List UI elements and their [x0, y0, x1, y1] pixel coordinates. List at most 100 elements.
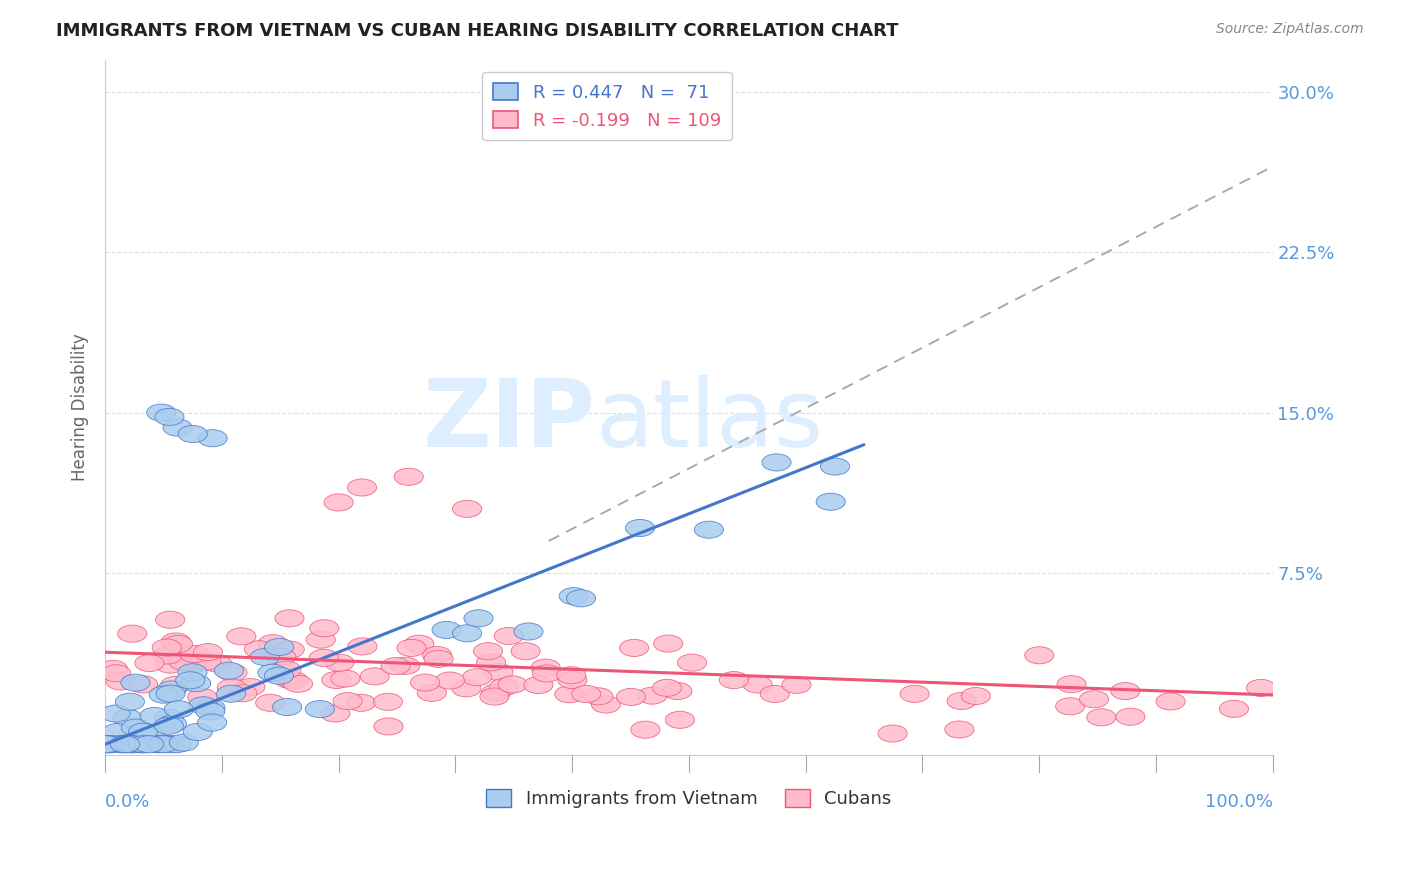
Text: ZIP: ZIP — [423, 376, 596, 467]
Ellipse shape — [155, 709, 184, 727]
Ellipse shape — [153, 647, 181, 664]
Ellipse shape — [284, 675, 312, 692]
Ellipse shape — [1080, 690, 1108, 707]
Ellipse shape — [163, 635, 193, 653]
Ellipse shape — [226, 628, 256, 645]
Ellipse shape — [101, 705, 131, 723]
Ellipse shape — [494, 627, 523, 645]
Legend: Immigrants from Vietnam, Cubans: Immigrants from Vietnam, Cubans — [479, 782, 898, 815]
Ellipse shape — [162, 736, 191, 753]
Ellipse shape — [479, 688, 509, 705]
Ellipse shape — [652, 680, 682, 697]
Ellipse shape — [484, 664, 513, 681]
Ellipse shape — [620, 640, 648, 657]
Ellipse shape — [1056, 698, 1085, 714]
Ellipse shape — [347, 479, 377, 496]
Ellipse shape — [245, 640, 273, 657]
Ellipse shape — [616, 689, 645, 706]
Ellipse shape — [118, 625, 146, 642]
Ellipse shape — [181, 674, 211, 692]
Ellipse shape — [346, 694, 375, 711]
Ellipse shape — [98, 660, 128, 677]
Text: 100.0%: 100.0% — [1205, 793, 1272, 811]
Ellipse shape — [425, 650, 453, 667]
Ellipse shape — [330, 670, 360, 687]
Text: Source: ZipAtlas.com: Source: ZipAtlas.com — [1216, 22, 1364, 37]
Ellipse shape — [179, 425, 207, 442]
Ellipse shape — [105, 673, 135, 690]
Ellipse shape — [259, 634, 287, 652]
Ellipse shape — [1116, 708, 1144, 725]
Ellipse shape — [169, 734, 198, 751]
Ellipse shape — [815, 493, 845, 510]
Ellipse shape — [962, 688, 990, 705]
Ellipse shape — [1025, 647, 1054, 664]
Ellipse shape — [195, 703, 225, 720]
Ellipse shape — [276, 672, 304, 689]
Ellipse shape — [662, 682, 692, 699]
Ellipse shape — [391, 657, 420, 674]
Ellipse shape — [112, 734, 142, 751]
Ellipse shape — [567, 590, 596, 607]
Ellipse shape — [276, 610, 304, 627]
Ellipse shape — [572, 685, 600, 703]
Ellipse shape — [188, 697, 218, 714]
Ellipse shape — [761, 685, 789, 703]
Ellipse shape — [305, 700, 335, 718]
Ellipse shape — [720, 672, 748, 689]
Ellipse shape — [1156, 693, 1185, 710]
Ellipse shape — [193, 643, 222, 661]
Ellipse shape — [558, 672, 586, 689]
Ellipse shape — [1111, 682, 1140, 699]
Ellipse shape — [418, 684, 446, 701]
Ellipse shape — [453, 624, 482, 642]
Ellipse shape — [93, 736, 122, 753]
Y-axis label: Hearing Disability: Hearing Disability — [72, 334, 89, 481]
Ellipse shape — [169, 653, 198, 670]
Ellipse shape — [592, 696, 620, 713]
Ellipse shape — [257, 665, 287, 681]
Ellipse shape — [411, 674, 440, 691]
Ellipse shape — [877, 725, 907, 742]
Ellipse shape — [118, 736, 148, 753]
Ellipse shape — [105, 736, 135, 753]
Ellipse shape — [309, 620, 339, 637]
Ellipse shape — [128, 676, 157, 693]
Ellipse shape — [165, 701, 194, 718]
Ellipse shape — [436, 672, 464, 690]
Ellipse shape — [394, 468, 423, 485]
Ellipse shape — [631, 721, 659, 739]
Ellipse shape — [533, 665, 561, 682]
Ellipse shape — [325, 494, 353, 511]
Ellipse shape — [477, 654, 506, 671]
Ellipse shape — [271, 661, 301, 678]
Ellipse shape — [638, 687, 666, 704]
Ellipse shape — [374, 718, 404, 735]
Ellipse shape — [498, 676, 527, 693]
Ellipse shape — [489, 678, 519, 696]
Ellipse shape — [1219, 700, 1249, 717]
Ellipse shape — [155, 409, 184, 425]
Ellipse shape — [197, 714, 226, 731]
Text: atlas: atlas — [596, 376, 824, 467]
Ellipse shape — [821, 458, 849, 475]
Ellipse shape — [156, 611, 184, 628]
Ellipse shape — [183, 723, 212, 740]
Ellipse shape — [101, 665, 131, 681]
Ellipse shape — [405, 635, 434, 652]
Ellipse shape — [146, 404, 176, 421]
Ellipse shape — [156, 685, 186, 702]
Ellipse shape — [695, 521, 724, 538]
Ellipse shape — [217, 685, 246, 702]
Ellipse shape — [250, 648, 280, 665]
Ellipse shape — [118, 736, 148, 753]
Ellipse shape — [135, 736, 163, 753]
Ellipse shape — [360, 668, 389, 685]
Ellipse shape — [464, 610, 494, 627]
Ellipse shape — [121, 719, 150, 736]
Ellipse shape — [948, 692, 976, 709]
Ellipse shape — [463, 669, 492, 686]
Ellipse shape — [149, 686, 179, 703]
Ellipse shape — [110, 736, 139, 753]
Ellipse shape — [276, 641, 304, 658]
